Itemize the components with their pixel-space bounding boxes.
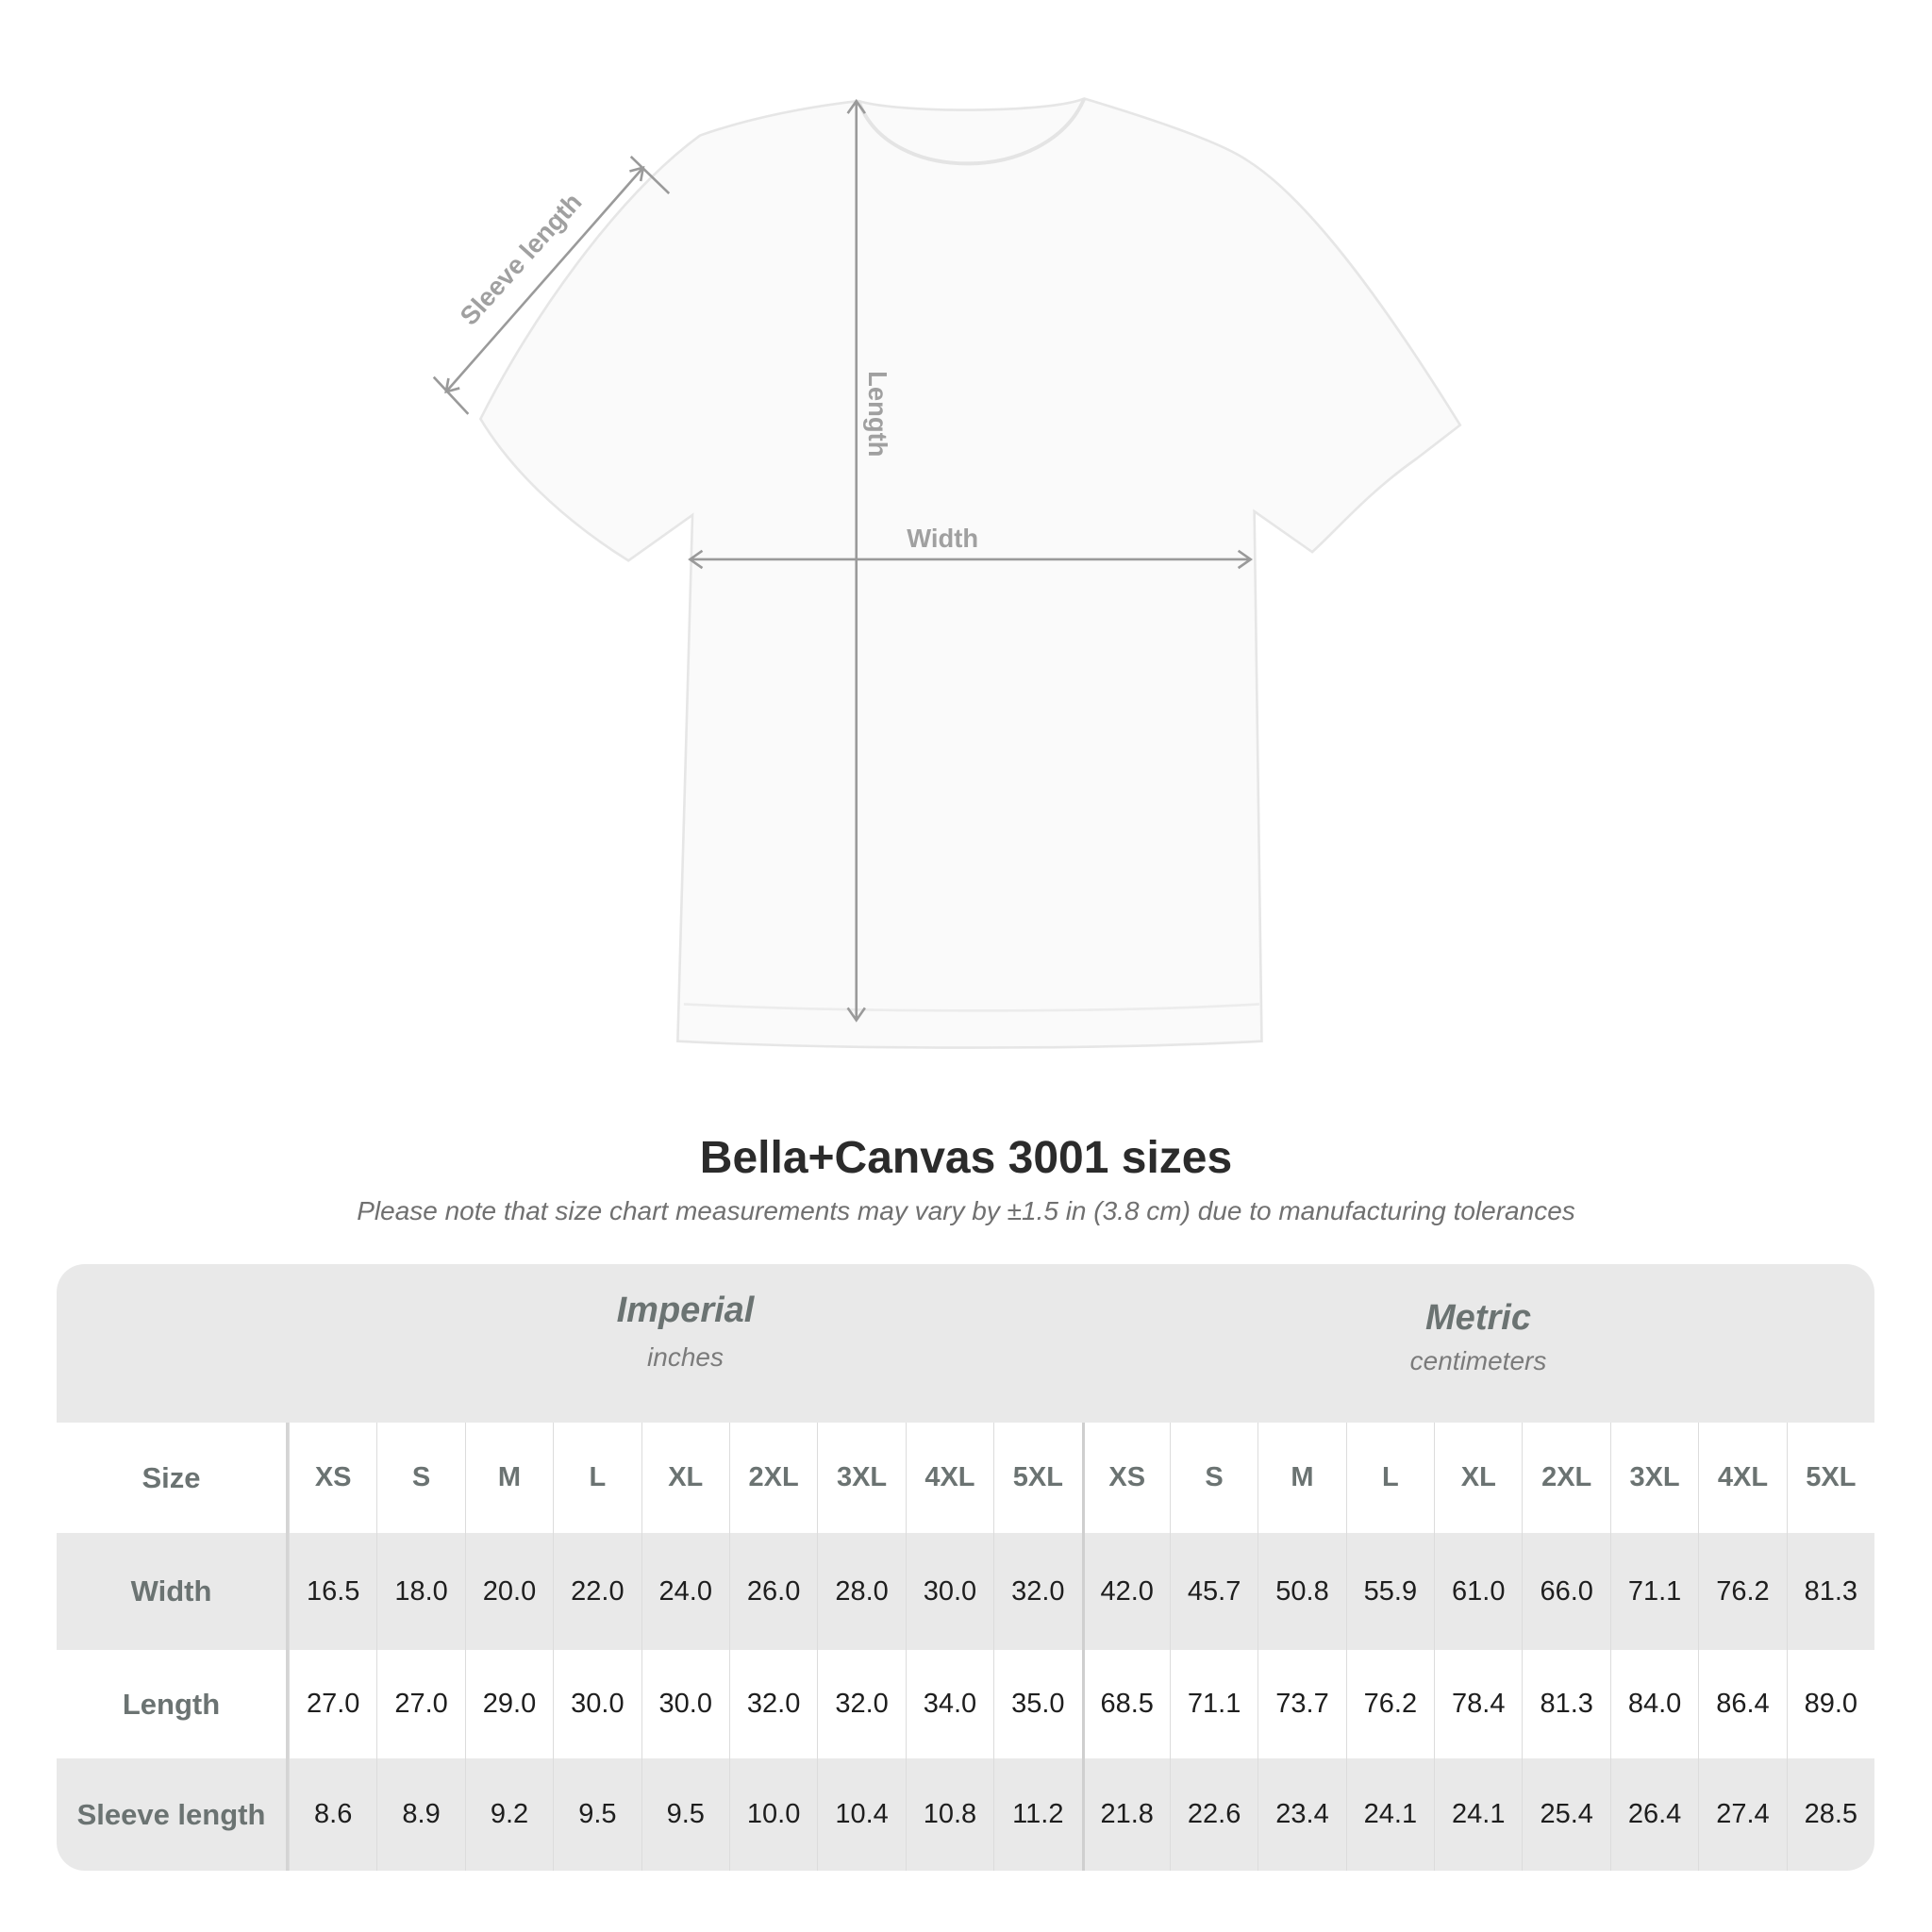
size-label: Size [57,1423,289,1533]
value-cell-imperial: 29.0 [464,1650,553,1758]
value-cell-metric: 76.2 [1698,1533,1786,1650]
value-cell-metric: 84.0 [1609,1650,1698,1758]
size-header-metric: 4XL [1698,1423,1786,1533]
value-cell-metric: 50.8 [1257,1533,1345,1650]
size-header-metric: 5XL [1786,1423,1874,1533]
hem [683,1003,1259,1012]
table-row-width: Width 16.5 18.0 20.0 22.0 24.0 26.0 28.0 30.0 32.… [57,1533,1874,1650]
value-cell-imperial: 10.8 [905,1758,993,1871]
value-cell-imperial: 27.0 [289,1650,376,1758]
size-header-metric: XS [1081,1423,1170,1533]
value-cell-metric: 71.1 [1169,1650,1257,1758]
value-cell-metric: 68.5 [1081,1650,1170,1758]
table-row-length: Length 27.0 27.0 29.0 30.0 30.0 32.0 32.0 34.0 35… [57,1650,1874,1758]
size-header-imperial: 3XL [817,1423,905,1533]
value-cell-metric: 25.4 [1522,1758,1609,1871]
metric-header: Metric centimeters [1082,1264,1874,1457]
value-cell-imperial: 20.0 [464,1533,553,1650]
value-cell-metric: 73.7 [1257,1650,1345,1758]
value-cell-metric: 71.1 [1609,1533,1698,1650]
size-header-row: Size XS S M L XL 2XL 3XL 4XL 5XL XS S M L XL 2XL 3XL 4XL… [57,1423,1874,1533]
size-header-metric: M [1257,1423,1345,1533]
value-cell-imperial: 32.0 [817,1650,905,1758]
tolerance-note: Please note that size chart measurements… [357,1196,1575,1225]
measurement-arrows [432,98,1253,1023]
value-cell-imperial: 28.0 [817,1533,905,1650]
value-cell-imperial: 32.0 [993,1533,1081,1650]
sleeve-arrow [444,166,644,393]
row-label: Sleeve length [57,1758,289,1871]
value-cell-imperial: 22.0 [553,1533,641,1650]
value-cell-metric: 45.7 [1169,1533,1257,1650]
value-cell-imperial: 27.0 [376,1650,464,1758]
value-cell-imperial: 8.6 [289,1758,376,1871]
value-cell-imperial: 18.0 [376,1533,464,1650]
length-label: Length [863,371,892,457]
size-header-imperial: 5XL [993,1423,1081,1533]
value-cell-metric: 21.8 [1081,1758,1170,1871]
imperial-heading: Imperial [616,1291,755,1330]
value-cell-metric: 78.4 [1434,1650,1522,1758]
value-cell-imperial: 34.0 [905,1650,993,1758]
value-cell-imperial: 30.0 [553,1650,641,1758]
value-cell-imperial: 10.0 [728,1758,817,1871]
size-header-metric: 3XL [1609,1423,1698,1533]
value-cell-imperial: 8.9 [376,1758,464,1871]
value-cell-metric: 24.1 [1434,1758,1522,1871]
size-header-imperial: XS [289,1423,376,1533]
value-cell-metric: 66.0 [1522,1533,1609,1650]
value-cell-metric: 26.4 [1609,1758,1698,1871]
value-cell-metric: 89.0 [1786,1650,1874,1758]
value-cell-imperial: 30.0 [905,1533,993,1650]
metric-unit: centimeters [1409,1346,1547,1375]
value-cell-metric: 24.1 [1345,1758,1434,1871]
value-cell-imperial: 16.5 [289,1533,376,1650]
value-cell-imperial: 9.5 [641,1758,729,1871]
row-label: Width [57,1533,289,1650]
imperial-unit: inches [647,1342,724,1372]
value-cell-metric: 61.0 [1434,1533,1522,1650]
value-cell-imperial: 32.0 [728,1650,817,1758]
value-cell-metric: 22.6 [1169,1758,1257,1871]
value-cell-imperial: 35.0 [993,1650,1081,1758]
value-cell-imperial: 30.0 [641,1650,729,1758]
size-header-imperial: L [553,1423,641,1533]
tshirt-image [478,97,1462,1049]
row-label: Length [57,1650,289,1758]
metric-heading: Metric [1425,1298,1531,1338]
size-header-imperial: 4XL [905,1423,993,1533]
collar [857,97,1087,166]
value-cell-metric: 86.4 [1698,1650,1786,1758]
size-header-metric: S [1169,1423,1257,1533]
table-row-sleeve-length: Sleeve length 8.6 8.9 9.2 9.5 9.5 10.0 10.4 10.8… [57,1758,1874,1871]
size-header-metric: L [1345,1423,1434,1533]
size-chart-table: Imperial inches Metric centimeters Size … [57,1264,1874,1871]
width-label: Width [907,524,978,553]
size-header-metric: XL [1434,1423,1522,1533]
value-cell-metric: 81.3 [1522,1650,1609,1758]
size-header-imperial: 2XL [728,1423,817,1533]
value-cell-imperial: 24.0 [641,1533,729,1650]
size-header-metric: 2XL [1522,1423,1609,1533]
value-cell-metric: 27.4 [1698,1758,1786,1871]
value-cell-metric: 55.9 [1345,1533,1434,1650]
value-cell-metric: 81.3 [1786,1533,1874,1650]
size-header-imperial: M [464,1423,553,1533]
value-cell-metric: 23.4 [1257,1758,1345,1871]
value-cell-imperial: 9.5 [553,1758,641,1871]
size-header-imperial: S [376,1423,464,1533]
value-cell-metric: 42.0 [1081,1533,1170,1650]
value-cell-metric: 76.2 [1345,1650,1434,1758]
value-cell-imperial: 9.2 [464,1758,553,1871]
value-cell-imperial: 10.4 [817,1758,905,1871]
imperial-header: Imperial inches [289,1264,1082,1449]
page-title: Bella+Canvas 3001 sizes [699,1133,1233,1183]
value-cell-imperial: 11.2 [993,1758,1081,1871]
size-header-imperial: XL [641,1423,729,1533]
value-cell-metric: 28.5 [1786,1758,1874,1871]
value-cell-imperial: 26.0 [728,1533,817,1650]
